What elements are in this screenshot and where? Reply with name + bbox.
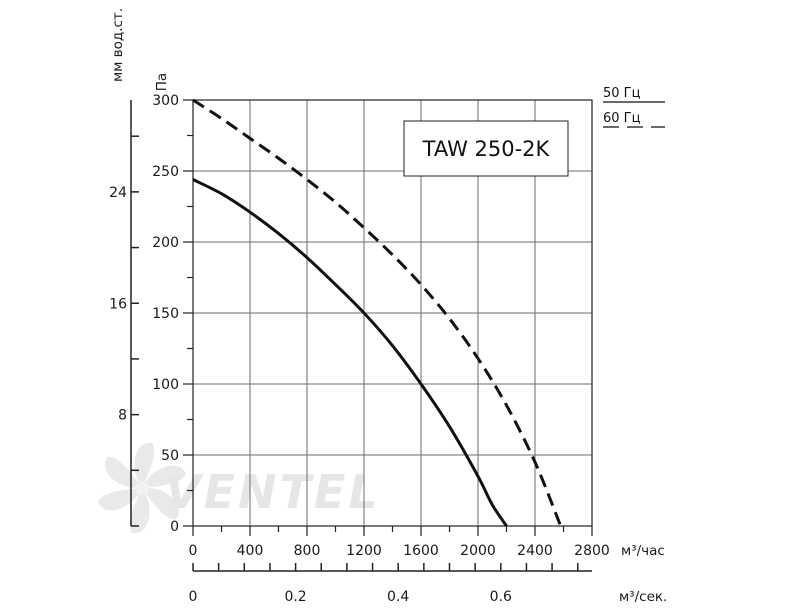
fan-blade — [142, 465, 186, 488]
series-line-50hz — [192, 178, 508, 527]
x-tick-label: 0 — [189, 543, 198, 559]
x2-tick-label: 0.2 — [284, 589, 306, 605]
chart-axes: 0 50 100 150 200 250 300 Па 8 16 24 мм вод.ст. 0 400 8… — [109, 8, 667, 605]
y-tick-label: 200 — [152, 235, 179, 251]
model-title: TAW 250-2K — [422, 137, 551, 161]
y2-tick-label: 16 — [109, 296, 127, 312]
watermark: VENTEL — [98, 442, 381, 534]
y2-tick-label: 24 — [109, 185, 127, 201]
x-axis-unit: м³/час — [621, 543, 665, 559]
legend-label: 50 Гц — [603, 86, 641, 101]
y-tick-label: 0 — [170, 519, 179, 535]
y-tick-label: 100 — [152, 377, 179, 393]
watermark-text: VENTEL — [165, 465, 381, 519]
series-line-60hz — [192, 98, 563, 527]
y-axis-unit: Па — [154, 73, 170, 91]
x-tick-label: 2000 — [460, 543, 496, 559]
y-tick-label: 150 — [152, 306, 179, 322]
x2-axis-unit: м³/сек. — [619, 589, 667, 605]
fan-blade — [105, 456, 142, 489]
y2-axis-unit: мм вод.ст. — [110, 8, 126, 82]
y-tick-label: 250 — [152, 164, 179, 180]
x-tick-label: 2400 — [517, 543, 553, 559]
fan-blade — [134, 442, 155, 488]
x-tick-label: 800 — [294, 543, 321, 559]
fan-logo-icon — [98, 442, 186, 534]
x-tick-label: 1600 — [403, 543, 439, 559]
x-tick-label: 2800 — [574, 543, 610, 559]
x2-tick-label: 0 — [189, 589, 198, 605]
model-title-box: TAW 250-2K — [403, 120, 569, 177]
y-tick-label: 50 — [161, 448, 179, 464]
fan-hub — [135, 481, 149, 495]
chart-series — [192, 98, 563, 527]
x2-tick-label: 0.6 — [490, 589, 512, 605]
legend-label: 60 Гц — [603, 111, 641, 126]
x-tick-label: 1200 — [346, 543, 382, 559]
y2-tick-label: 8 — [118, 408, 127, 424]
x2-tick-label: 0.4 — [387, 589, 409, 605]
x-tick-label: 400 — [237, 543, 264, 559]
chart-legend: 50 Гц 60 Гц — [603, 86, 665, 128]
fan-blade — [129, 488, 150, 534]
fan-blade — [142, 487, 179, 520]
y-tick-label: 300 — [152, 93, 179, 109]
